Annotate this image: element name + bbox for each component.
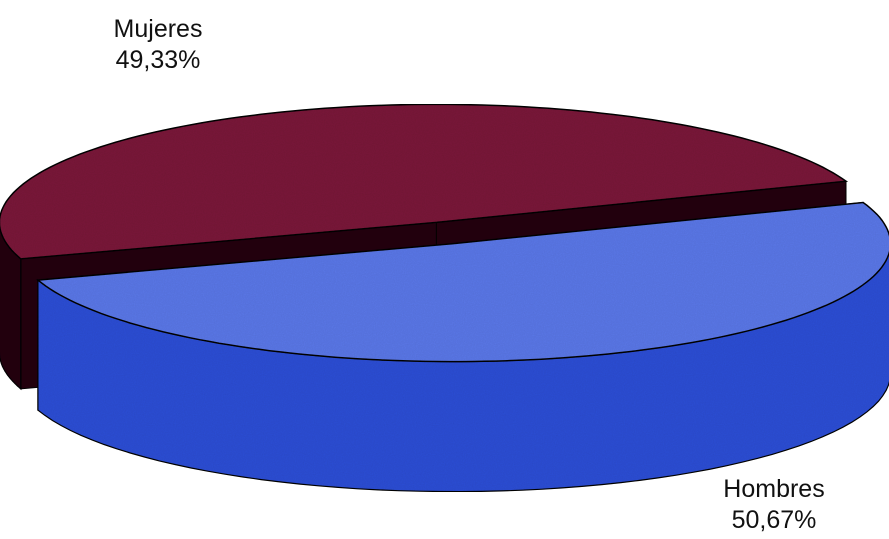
slice-hombres	[35, 201, 889, 493]
slice-label-hombres-value: 50,67%	[731, 506, 817, 534]
slice-mujeres-top	[0, 103, 849, 260]
slice-label-mujeres-name: Mujeres	[113, 15, 203, 43]
slice-label-hombres-name: Hombres	[723, 475, 825, 503]
slice-label-mujeres-value: 49,33%	[115, 46, 201, 74]
slice-label-mujeres: Mujeres 49,33%	[88, 14, 228, 76]
slice-hombres-top	[35, 201, 889, 363]
slice-label-hombres: Hombres 50,67%	[694, 474, 854, 536]
